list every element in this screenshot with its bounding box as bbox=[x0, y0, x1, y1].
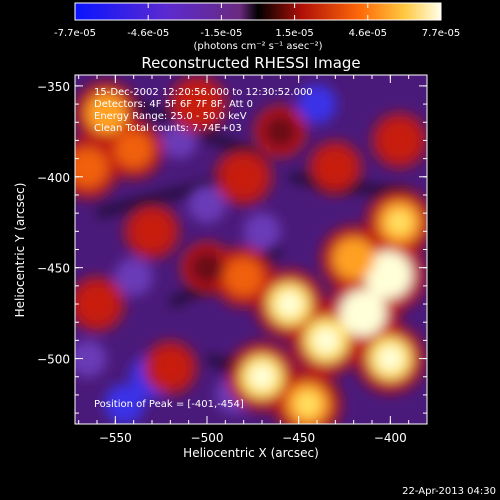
colorbar-frame bbox=[74, 2, 442, 21]
heatmap-bright-region bbox=[332, 237, 375, 280]
heatmap-bright-region bbox=[153, 350, 188, 385]
heatmap-bright-region bbox=[179, 85, 217, 123]
heatmap-layer bbox=[75, 75, 427, 424]
heatmap-bright-region bbox=[224, 257, 264, 297]
heatmap-bright-region bbox=[263, 114, 298, 149]
y-tick-label: −400 bbox=[37, 171, 70, 185]
heatmap-bright-region bbox=[85, 92, 127, 134]
colorbar-tick-label: 7.7e-05 bbox=[422, 28, 460, 39]
colorbar-gradient bbox=[75, 3, 441, 20]
peak-position-label: Position of Peak = [-401,-454] bbox=[94, 399, 244, 410]
heatmap-dim-region bbox=[75, 340, 107, 378]
colorbar-tick-label: 4.6e-05 bbox=[349, 28, 387, 39]
annotation-line: 15-Dec-2002 12:20:56.000 to 12:30:52.000 bbox=[94, 87, 313, 98]
heatmap-bright-region bbox=[225, 158, 263, 196]
colorbar-tick-label: 1.5e-05 bbox=[275, 28, 313, 39]
y-tick-label: −350 bbox=[37, 80, 70, 94]
heatmap-bright-core bbox=[387, 209, 412, 235]
chart-title: Reconstructed RHESSI Image bbox=[141, 54, 360, 72]
y-tick-label: −500 bbox=[37, 353, 70, 367]
x-tick-label: −450 bbox=[282, 431, 315, 445]
annotation-line: Clean Total counts: 7.74E+03 bbox=[94, 123, 242, 134]
heatmap-dim-region bbox=[104, 384, 145, 424]
x-tick-label: −400 bbox=[374, 431, 407, 445]
colorbar-tick-label: -4.6e-05 bbox=[127, 28, 169, 39]
y-tick-label: −450 bbox=[37, 262, 70, 276]
heatmap-bright-region bbox=[134, 213, 170, 250]
colorbar-tick-label: -1.5e-05 bbox=[200, 28, 242, 39]
heatmap-bright-region bbox=[114, 130, 153, 169]
heatmap-bright-core bbox=[295, 391, 321, 417]
y-axis-label: Heliocentric Y (arcsec) bbox=[13, 183, 27, 318]
x-axis-label: Heliocentric X (arcsec) bbox=[183, 446, 319, 460]
heatmap-dim-region bbox=[188, 185, 226, 224]
heatmap-bright-core bbox=[377, 346, 403, 372]
heatmap-bright-core bbox=[349, 299, 377, 327]
heatmap-bright-region bbox=[190, 250, 224, 285]
x-axis: −550 −500 −450 −400 bbox=[78, 75, 428, 445]
heatmap-dim-region bbox=[243, 212, 281, 250]
date-stamp: 22-Apr-2013 04:30 bbox=[402, 486, 496, 497]
heatmap-bright-core bbox=[313, 327, 340, 354]
colorbar: -7.7e-05 -4.6e-05 -1.5e-05 1.5e-05 4.6e-05 7.… bbox=[54, 2, 460, 52]
annotation-line: Detectors: 4F 5F 6F 7F 8F, Att 0 bbox=[94, 99, 253, 110]
heatmap-dim-region bbox=[114, 257, 153, 296]
annotation-line: Energy Range: 25.0 - 50.0 keV bbox=[94, 111, 247, 122]
x-tick-label: −500 bbox=[191, 431, 224, 445]
colorbar-unit-label: (photons cm⁻² s⁻¹ asec⁻²) bbox=[193, 41, 322, 52]
heatmap-bright-region bbox=[79, 286, 115, 322]
heatmap-dim-region bbox=[161, 122, 198, 159]
heatmap-dim-region bbox=[297, 84, 337, 124]
heatmap-bright-core bbox=[375, 261, 402, 289]
x-tick-label: −550 bbox=[99, 431, 132, 445]
heatmap-bright-region bbox=[75, 147, 108, 188]
colorbar-tick-label: -7.7e-05 bbox=[54, 28, 96, 39]
colorbar-ticks: -7.7e-05 -4.6e-05 -1.5e-05 1.5e-05 4.6e-05 7.… bbox=[54, 3, 460, 39]
annotation-block: 15-Dec-2002 12:20:56.000 to 12:30:52.000… bbox=[94, 87, 313, 134]
y-axis: −350 −400 −450 −500 bbox=[37, 80, 427, 414]
heatmap-bright-core bbox=[276, 291, 303, 317]
heatmap-bright-region bbox=[381, 122, 418, 159]
image-plot: 15-Dec-2002 12:20:56.000 to 12:30:52.000… bbox=[37, 74, 428, 445]
heatmap-blobs bbox=[75, 75, 427, 424]
heatmap-bright-core bbox=[249, 364, 275, 390]
heatmap-bright-region bbox=[318, 150, 353, 185]
